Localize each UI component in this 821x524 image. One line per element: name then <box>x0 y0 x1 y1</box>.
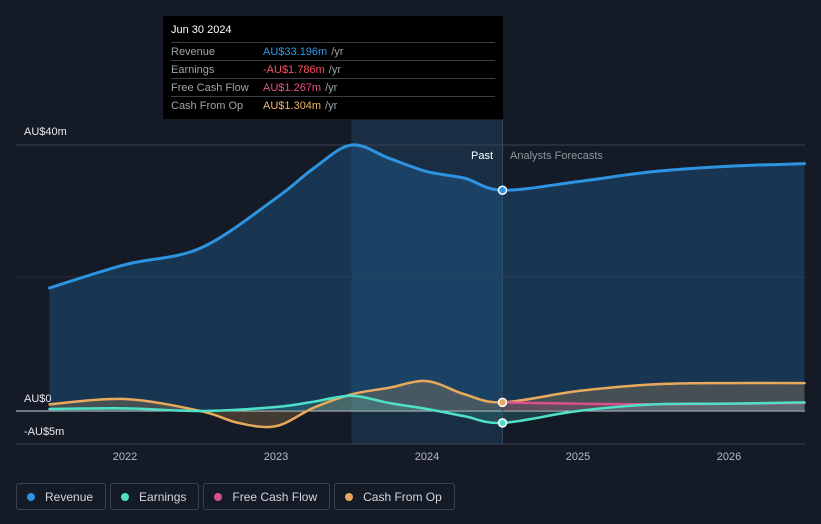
legend-label: Earnings <box>139 489 187 504</box>
legend-label: Revenue <box>45 489 94 504</box>
tooltip: Jun 30 2024 Revenue AU$33.196m /yr Earni… <box>163 16 503 119</box>
series-areas <box>49 144 805 428</box>
legend-label: Cash From Op <box>363 489 442 504</box>
tooltip-label: Cash From Op <box>171 99 244 112</box>
x-tick-label: 2025 <box>565 451 591 463</box>
line-chart <box>16 120 806 445</box>
tooltip-value: AU$1.304m <box>263 99 322 112</box>
tooltip-row-cash-from-op: Cash From Op AU$1.304m /yr <box>171 96 495 114</box>
tooltip-label: Free Cash Flow <box>171 81 249 94</box>
x-tick-label: 2024 <box>414 451 440 463</box>
revenue-marker <box>497 185 508 195</box>
revenue-area <box>49 144 805 412</box>
tooltip-unit: /yr <box>325 81 338 94</box>
earnings-marker <box>497 418 508 428</box>
tooltip-unit: /yr <box>325 99 338 112</box>
tooltip-date: Jun 30 2024 <box>171 24 232 36</box>
legend-item-free-cash-flow[interactable]: Free Cash Flow <box>203 483 331 510</box>
tooltip-unit: /yr <box>331 45 344 58</box>
past-label: Past <box>471 150 494 162</box>
legend: Revenue Earnings Free Cash Flow Cash Fro… <box>16 483 455 510</box>
legend-label: Free Cash Flow <box>232 489 318 504</box>
tooltip-row-revenue: Revenue AU$33.196m /yr <box>171 42 495 60</box>
cash-from-op-line <box>48 379 806 429</box>
x-tick-label: 2022 <box>112 451 138 463</box>
tooltip-label: Revenue <box>171 45 216 58</box>
tooltip-value: AU$1.267m <box>263 81 322 94</box>
cash-from-op-dot-icon <box>345 492 354 501</box>
x-tick-label: 2026 <box>716 451 742 463</box>
tooltip-label: Earnings <box>171 63 215 76</box>
tooltip-value: -AU$1.786m <box>263 63 325 76</box>
cash-from-op-marker <box>497 397 508 408</box>
revenue-dot-icon <box>27 492 35 501</box>
y-tick-label: AU$40m <box>24 126 67 138</box>
legend-item-cash-from-op[interactable]: Cash From Op <box>334 483 455 510</box>
forecast-label: Analysts Forecasts <box>510 150 603 162</box>
legend-item-revenue[interactable]: Revenue <box>16 483 107 510</box>
earnings-line <box>48 394 806 425</box>
tooltip-unit: /yr <box>328 63 341 76</box>
series-lines <box>48 143 806 429</box>
hover-markers <box>497 185 508 428</box>
revenue-line <box>48 143 806 290</box>
free-cash-flow-dot-icon <box>214 492 223 501</box>
cash-from-op-area <box>49 380 805 428</box>
earnings-dot-icon <box>121 492 130 501</box>
grid <box>16 144 805 445</box>
tooltip-row-free-cash-flow: Free Cash Flow AU$1.267m /yr <box>171 78 495 96</box>
legend-item-earnings[interactable]: Earnings <box>110 483 200 510</box>
y-tick-label: AU$0 <box>24 393 52 405</box>
tooltip-row-earnings: Earnings -AU$1.786m /yr <box>171 60 495 78</box>
y-tick-label: -AU$5m <box>24 426 65 438</box>
x-tick-label: 2023 <box>263 451 289 463</box>
tooltip-value: AU$33.196m <box>263 45 328 58</box>
